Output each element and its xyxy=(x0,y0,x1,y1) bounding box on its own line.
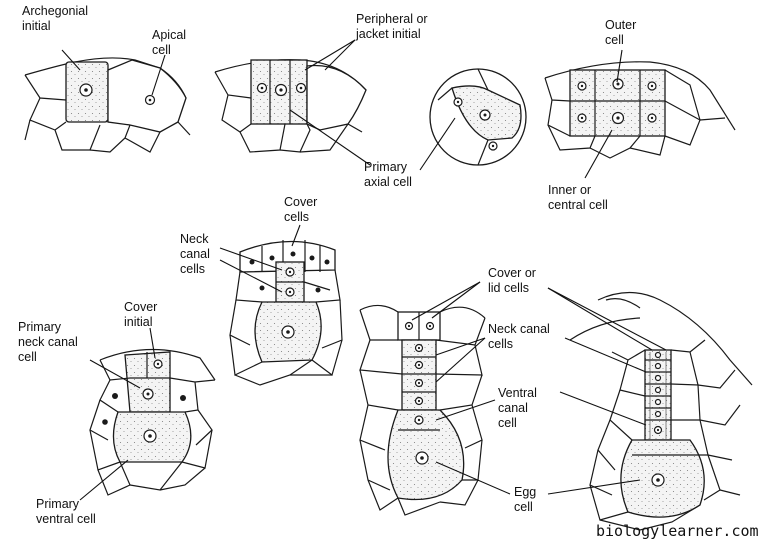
stage-7-mature-archegonium xyxy=(359,281,511,516)
apical-cell-2 xyxy=(306,64,367,131)
label-neck-canal-cells: Neck canal cells xyxy=(180,232,210,276)
label-primary-ventral-cell: Primary ventral cell xyxy=(36,497,96,526)
stage-3-cross-section xyxy=(419,68,527,171)
label-cover-initial: Cover initial xyxy=(124,300,158,329)
stage-6-neck-formation xyxy=(219,224,343,386)
label-primary-axial-cell: Primary axial cell xyxy=(364,160,412,189)
label-primary-neck-canal-cell: Primary neck canal cell xyxy=(18,320,78,364)
label-inner-central-cell: Inner or central cell xyxy=(548,183,608,212)
label-egg-cell: Egg cell xyxy=(514,485,537,514)
label-outer-cell: Outer cell xyxy=(605,18,637,47)
label-apical-cell: Apical cell xyxy=(152,28,187,57)
label-neck-canal-cells-2: Neck canal cells xyxy=(488,322,550,351)
stage-4-outer-inner-cells xyxy=(544,49,736,179)
label-cover-lid-cells: Cover or lid cells xyxy=(488,266,536,295)
stage-1-archegonial-initial xyxy=(24,49,191,153)
watermark: biologylearner.com xyxy=(596,522,759,540)
stage-2-jacket-initial xyxy=(214,39,371,166)
label-ventral-canal-cell: Ventral canal cell xyxy=(498,386,537,430)
stage-8-mature-archegonium xyxy=(547,287,753,531)
cover-cells-row xyxy=(239,240,336,273)
label-peripheral-jacket-initial: Peripheral or jacket initial xyxy=(356,12,428,41)
label-archegonial-initial: Archegonial initial xyxy=(22,4,89,33)
stage-5-primary-cells xyxy=(79,327,216,501)
label-cover-cells: Cover cells xyxy=(284,195,318,224)
